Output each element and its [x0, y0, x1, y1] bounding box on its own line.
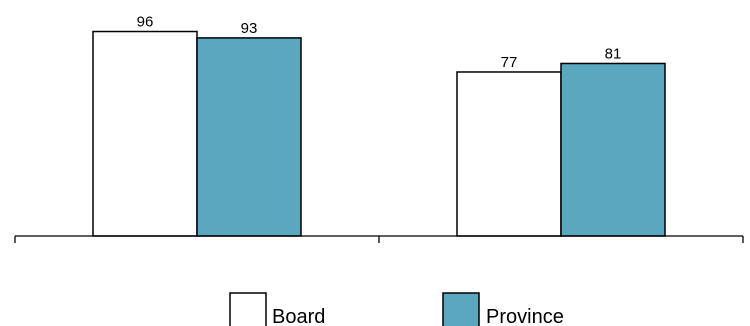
- legend-label-province: Province: [486, 306, 564, 326]
- bar-board-0: [92, 30, 198, 237]
- bar-board-1: [456, 71, 562, 237]
- bars-layer: [92, 30, 666, 237]
- legend-swatch-board: [229, 292, 267, 326]
- data-label-province-1: 81: [605, 45, 622, 62]
- legend-label-board: Board: [272, 306, 325, 326]
- data-label-province-0: 93: [241, 20, 258, 37]
- x-axis: [14, 235, 744, 243]
- data-label-board-1: 77: [501, 54, 518, 71]
- legend-swatch-province: [442, 292, 480, 326]
- bar-province-0: [196, 37, 302, 237]
- data-label-board-0: 96: [137, 14, 154, 31]
- legend: Board Province: [229, 292, 564, 326]
- bar-province-1: [560, 62, 666, 237]
- data-labels-layer: 96 93 77 81: [137, 14, 622, 71]
